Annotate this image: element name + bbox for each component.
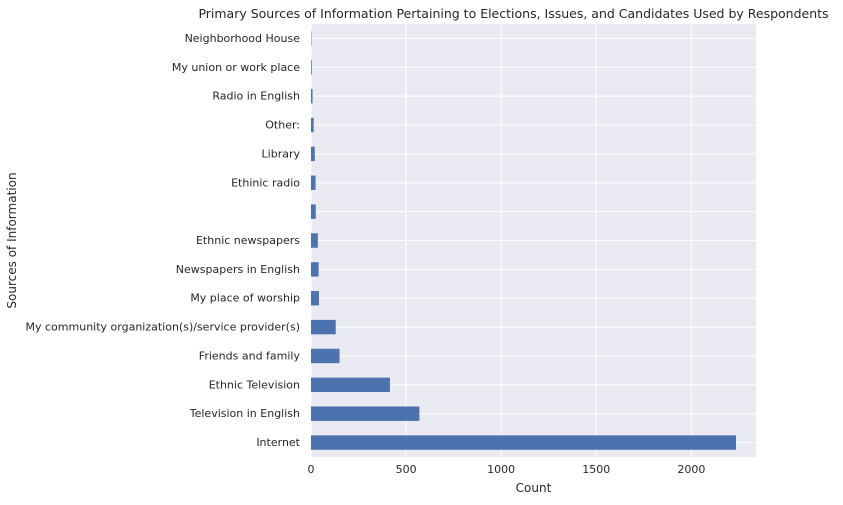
bar (311, 320, 336, 334)
y-tick-label: Neighborhood House (185, 32, 301, 45)
y-tick-label: My place of worship (190, 292, 300, 305)
y-tick-label: My community organization(s)/service pro… (26, 321, 300, 334)
bar (311, 406, 419, 420)
bar (311, 291, 319, 305)
bar (311, 60, 312, 74)
x-tick-label: 1000 (487, 463, 515, 476)
bar (311, 147, 315, 161)
y-tick-label: Newspapers in English (176, 263, 300, 276)
y-tick-label: Other: (265, 119, 300, 132)
bar (311, 349, 340, 363)
y-tick-label: Internet (256, 436, 300, 449)
y-tick-label: My union or work place (172, 61, 300, 74)
chart-title: Primary Sources of Information Pertainin… (198, 6, 828, 21)
y-tick-label: Library (262, 147, 301, 160)
bar (311, 89, 313, 103)
x-axis-label: Count (516, 481, 552, 495)
bar (311, 176, 316, 190)
bar (311, 378, 390, 392)
y-tick-label: Friends and family (199, 349, 301, 362)
x-tick-label: 500 (396, 463, 417, 476)
y-tick-label: Radio in English (212, 90, 300, 103)
x-tick-label: 1500 (582, 463, 610, 476)
x-tick-label: 0 (308, 463, 315, 476)
y-axis-label: Sources of Information (5, 172, 19, 308)
bar (311, 262, 319, 276)
bar (311, 204, 316, 218)
y-tick-label: Ethnic newspapers (196, 234, 300, 247)
y-tick-labels: Internet Television in English Ethnic Tele… (26, 32, 301, 449)
y-tick-label: Ethinic radio (231, 176, 300, 189)
y-tick-label: Ethnic Television (209, 378, 300, 391)
x-tick-labels: 0 500 1000 1500 2000 (308, 463, 706, 476)
bar (311, 435, 736, 449)
bar (311, 118, 314, 132)
y-tick-label: Television in English (189, 407, 300, 420)
bar (311, 233, 318, 247)
x-tick-label: 2000 (677, 463, 705, 476)
